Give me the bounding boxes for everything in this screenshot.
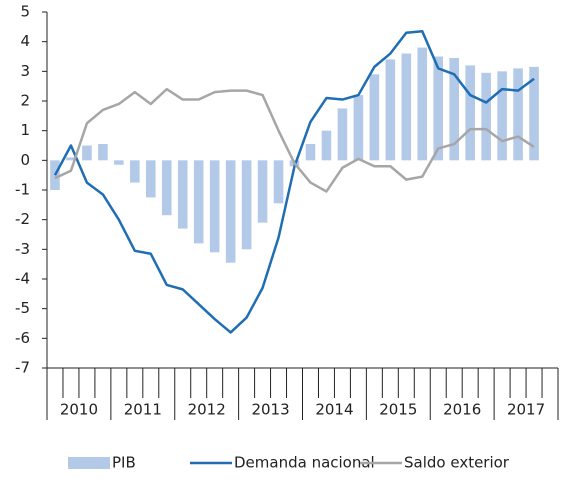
bar [529,66,539,161]
legend-label: Demanda nacional [234,454,375,472]
bar [465,65,475,161]
y-tick-label: 3 [20,62,30,80]
year-label: 2013 [251,401,289,419]
y-tick-label: -2 [15,210,30,228]
bar [513,68,523,161]
line [54,87,535,193]
bar [321,130,332,161]
bar [497,71,507,161]
bar [273,160,284,204]
bar [353,95,364,161]
y-tick-label: 5 [20,3,30,21]
bar [449,57,459,161]
year-label: 2014 [315,401,353,419]
year-label: 2017 [507,401,545,419]
line [53,30,535,334]
bar [305,144,316,161]
bar [417,47,428,161]
bar [401,53,412,161]
bar [241,160,252,250]
bar [337,108,348,161]
legend-label: Saldo exterior [404,454,510,472]
y-tick-label: -7 [15,359,30,377]
bar [114,160,124,165]
y-tick-label: 1 [20,121,30,139]
bar [433,56,444,161]
bar [146,160,156,198]
bar [257,160,268,223]
legend-swatch [68,457,110,469]
bar [225,160,236,263]
bar [481,72,491,161]
y-tick-label: -5 [15,299,30,317]
y-tick-label: -1 [15,181,30,199]
bar [82,145,92,161]
year-label: 2012 [188,401,226,419]
year-label: 2015 [379,401,417,419]
year-label: 2016 [443,401,481,419]
legend-label: PIB [112,454,136,472]
y-tick-label: -6 [15,329,30,347]
bar [369,74,380,161]
bar [161,160,172,216]
bar [177,160,188,229]
bar [98,144,108,161]
year-label: 2010 [60,401,98,419]
year-label: 2011 [124,401,162,419]
y-tick-label: -4 [15,270,30,288]
y-tick-label: 2 [20,92,30,110]
bar [209,160,220,253]
bar [385,59,396,161]
bar [130,160,140,183]
y-tick-label: 4 [20,32,30,50]
bar [193,160,204,244]
y-tick-label: 0 [20,151,30,169]
y-tick-label: -3 [15,240,30,258]
bar [66,157,76,161]
